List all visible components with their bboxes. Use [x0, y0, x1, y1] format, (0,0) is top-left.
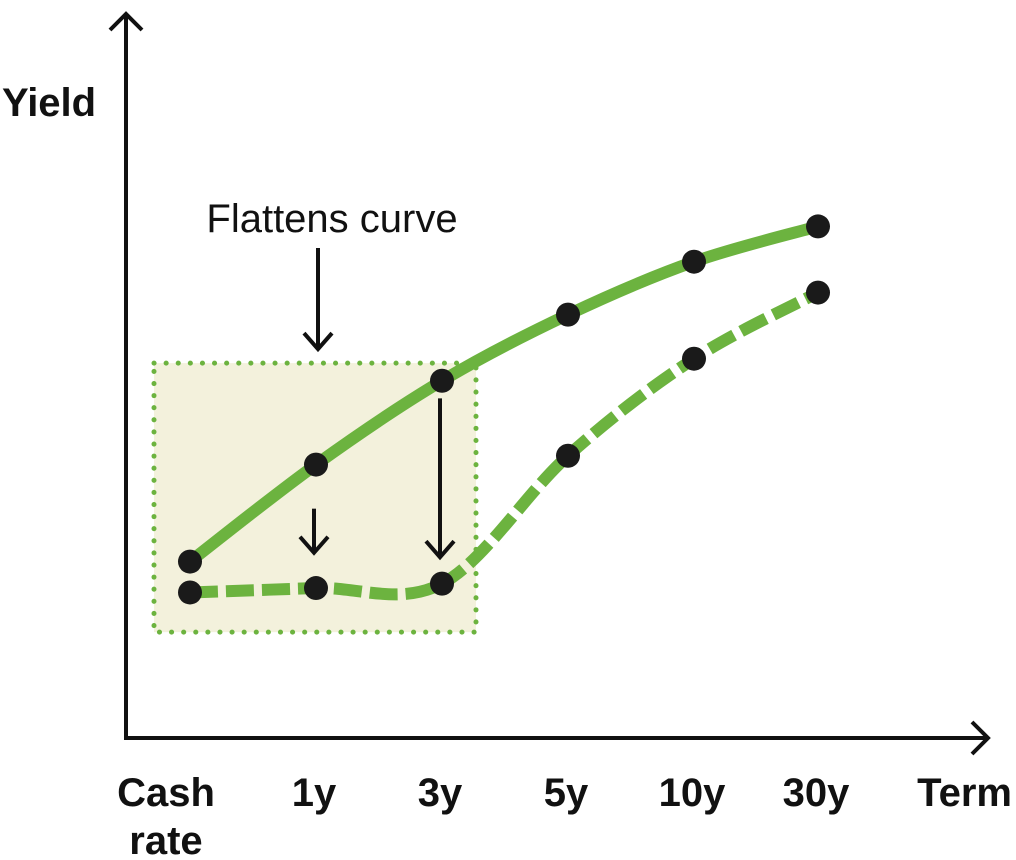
dashed-curve-point	[178, 580, 202, 605]
highlight-arrow-head	[302, 331, 334, 353]
solid-curve-point	[430, 368, 454, 393]
solid-curve-point	[178, 549, 202, 574]
dashed-curve-point	[556, 443, 580, 468]
dashed-curve-point	[304, 576, 328, 601]
drop-arrow-head	[298, 535, 330, 556]
x-tick-label-line: 30y	[783, 771, 850, 815]
dashed-curve-point	[430, 571, 454, 596]
x-tick-label: 1y	[292, 771, 337, 815]
x-tick-label: 3y	[418, 771, 463, 815]
highlight-label: Flattens curve	[206, 197, 457, 241]
solid-curve-point	[806, 214, 830, 239]
solid-curve-point	[304, 452, 328, 477]
solid-curve-point	[682, 249, 706, 274]
x-tick-label: 30y	[783, 771, 850, 815]
x-tick-label: Cash rate	[117, 771, 215, 860]
x-tick-label: 5y	[544, 771, 589, 815]
x-axis-arrowhead	[970, 720, 991, 756]
labels-layer: Flattens curve Yield Term Cash rate 1y 3y 5y 10y…	[2, 81, 1012, 860]
annotation-layer	[298, 248, 456, 561]
dashed-curve-point	[682, 346, 706, 371]
drop-arrow-head	[424, 539, 456, 561]
x-tick-label-line: 10y	[659, 771, 726, 815]
x-tick-label-line: Cash	[117, 771, 215, 815]
x-tick-label-line: 5y	[544, 771, 589, 815]
axes-layer	[108, 11, 991, 756]
x-tick-label-line: 3y	[418, 771, 463, 815]
x-tick-label-line: 1y	[292, 771, 337, 815]
x-tick-label-line: rate	[129, 819, 202, 860]
dashed-curve-point	[806, 280, 830, 305]
y-axis-arrowhead	[108, 11, 144, 32]
y-axis-title: Yield	[2, 81, 96, 125]
x-tick-label: 10y	[659, 771, 726, 815]
series-layer	[178, 214, 830, 605]
x-axis-title: Term	[917, 771, 1012, 815]
solid-curve-point	[556, 302, 580, 327]
